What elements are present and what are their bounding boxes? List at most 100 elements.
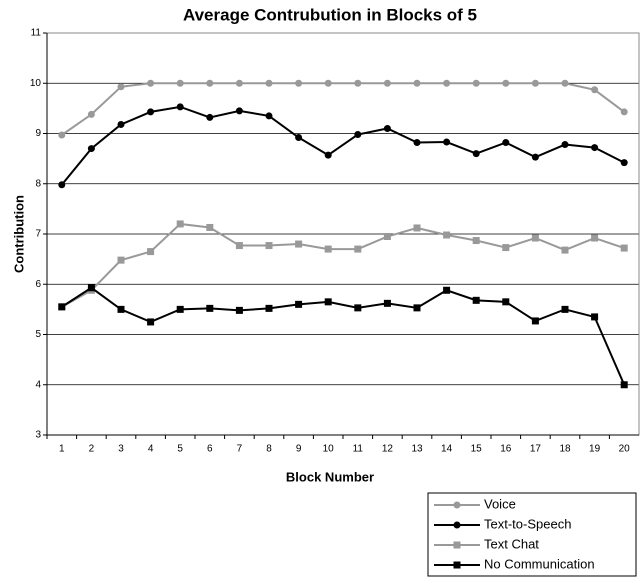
marker xyxy=(206,223,214,231)
marker xyxy=(502,244,510,252)
marker xyxy=(383,124,391,132)
y-tick-label: 11 xyxy=(31,28,42,39)
marker xyxy=(443,286,451,294)
y-tick-label: 5 xyxy=(35,329,41,340)
series-line xyxy=(61,222,625,308)
marker xyxy=(413,224,421,232)
marker xyxy=(206,304,214,312)
legend-label: Voice xyxy=(484,496,516,511)
marker xyxy=(295,240,303,248)
y-tick-label: 3 xyxy=(35,430,41,441)
marker xyxy=(443,231,451,239)
marker xyxy=(265,304,273,312)
marker xyxy=(295,134,303,142)
marker xyxy=(591,234,599,242)
marker xyxy=(176,79,184,87)
marker xyxy=(147,248,155,256)
marker xyxy=(620,159,628,167)
x-tick-label: 5 xyxy=(177,444,183,455)
marker xyxy=(176,220,184,228)
marker xyxy=(383,299,391,307)
marker xyxy=(383,233,391,241)
x-tick-label: 10 xyxy=(323,444,335,455)
x-tick-label: 11 xyxy=(353,444,364,455)
marker xyxy=(58,131,66,139)
marker xyxy=(591,144,599,152)
marker xyxy=(354,131,362,139)
legend-box xyxy=(427,492,637,577)
y-tick-label: 10 xyxy=(30,78,42,89)
marker xyxy=(87,110,95,118)
x-tick-label: 4 xyxy=(148,444,154,455)
marker xyxy=(117,83,125,91)
x-tick-label: 17 xyxy=(530,444,542,455)
marker xyxy=(206,79,214,87)
marker xyxy=(265,242,273,250)
marker xyxy=(531,234,539,242)
marker xyxy=(502,139,510,147)
marker xyxy=(295,79,303,87)
x-tick-label: 14 xyxy=(441,444,453,455)
marker xyxy=(472,296,480,304)
marker xyxy=(453,501,461,509)
marker xyxy=(324,79,332,87)
marker xyxy=(117,256,125,264)
marker xyxy=(561,305,569,313)
marker xyxy=(354,304,362,312)
legend-label: Text-to-Speech xyxy=(484,516,571,531)
x-tick-label: 7 xyxy=(237,444,243,455)
marker xyxy=(206,113,214,121)
marker xyxy=(235,306,243,314)
marker xyxy=(176,305,184,313)
x-tick-label: 20 xyxy=(619,444,631,455)
marker xyxy=(413,304,421,312)
marker xyxy=(531,317,539,325)
marker xyxy=(472,79,480,87)
marker xyxy=(324,298,332,306)
x-tick-label: 13 xyxy=(411,444,423,455)
series-line xyxy=(61,82,625,136)
marker xyxy=(620,244,628,252)
x-tick-label: 9 xyxy=(296,444,302,455)
marker xyxy=(531,153,539,161)
marker xyxy=(117,120,125,128)
marker xyxy=(443,138,451,146)
marker xyxy=(383,79,391,87)
x-tick-label: 8 xyxy=(266,444,272,455)
x-tick-label: 3 xyxy=(118,444,124,455)
x-tick-label: 12 xyxy=(382,444,394,455)
marker xyxy=(147,108,155,116)
marker xyxy=(176,103,184,111)
marker xyxy=(235,242,243,250)
x-tick-label: 16 xyxy=(500,444,512,455)
y-tick-label: 8 xyxy=(35,178,41,189)
y-tick-label: 6 xyxy=(35,279,41,290)
marker xyxy=(453,561,461,569)
x-tick-label: 15 xyxy=(471,444,483,455)
marker xyxy=(413,139,421,147)
x-tick-label: 18 xyxy=(559,444,571,455)
x-tick-label: 6 xyxy=(207,444,213,455)
marker xyxy=(58,303,66,311)
legend-label: Text Chat xyxy=(484,536,539,551)
marker xyxy=(354,79,362,87)
legend-label: No Communication xyxy=(484,556,595,571)
marker xyxy=(147,79,155,87)
marker xyxy=(561,141,569,149)
x-tick-label: 1 xyxy=(59,444,65,455)
y-tick-label: 7 xyxy=(35,229,41,240)
chart-title: Average Contrubution in Blocks of 5 xyxy=(183,5,477,24)
marker xyxy=(443,79,451,87)
marker xyxy=(295,300,303,308)
marker xyxy=(413,79,421,87)
marker xyxy=(453,541,461,549)
marker xyxy=(117,305,125,313)
marker xyxy=(235,79,243,87)
marker xyxy=(591,86,599,94)
marker xyxy=(591,313,599,321)
marker xyxy=(87,145,95,153)
marker xyxy=(324,151,332,159)
marker xyxy=(453,521,461,529)
series-line xyxy=(61,286,626,386)
